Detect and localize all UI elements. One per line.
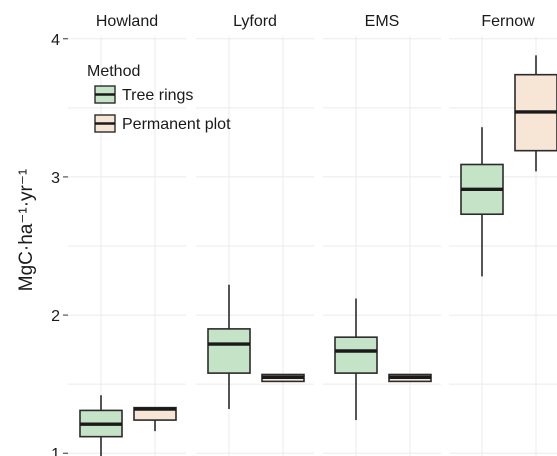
legend-item-tree-rings: Tree rings xyxy=(94,85,193,104)
y-axis-title: MgC·ha⁻¹·yr⁻¹ xyxy=(16,169,37,291)
box-ems-permanent-plot xyxy=(388,373,432,383)
box-howland-tree-rings xyxy=(79,395,123,456)
box-body xyxy=(334,336,378,374)
y-tick-label: 3 xyxy=(51,170,60,187)
legend-title: Method xyxy=(87,63,140,80)
box-lyford-tree-rings xyxy=(207,284,251,410)
grid-lines xyxy=(68,36,557,456)
box-body xyxy=(207,328,251,374)
y-tick-label: 2 xyxy=(51,308,60,325)
facet-title-lyford: Lyford xyxy=(233,13,277,30)
facet-title-howland: Howland xyxy=(96,13,158,30)
legend-label: Permanent plot xyxy=(122,116,231,133)
facet-titles: Howland Lyford EMS Fernow xyxy=(96,13,535,30)
legend-item-permanent-plot: Permanent plot xyxy=(94,114,231,133)
y-tick-label: 4 xyxy=(51,32,60,49)
legend-label: Tree rings xyxy=(122,87,193,104)
legend: Method Tree rings Permanent plot xyxy=(87,63,231,133)
box-fernow-tree-rings xyxy=(460,127,504,277)
y-axis: 1 2 3 4 xyxy=(51,32,68,456)
facet-title-fernow: Fernow xyxy=(481,13,535,30)
box-fernow-permanent-plot xyxy=(514,55,557,172)
box-lyford-permanent-plot xyxy=(261,373,305,383)
box-ems-tree-rings xyxy=(334,298,378,421)
boxes xyxy=(79,55,557,456)
y-tick-label: 1 xyxy=(51,446,60,456)
box-howland-permanent-plot xyxy=(133,406,177,432)
facet-title-ems: EMS xyxy=(365,13,400,30)
